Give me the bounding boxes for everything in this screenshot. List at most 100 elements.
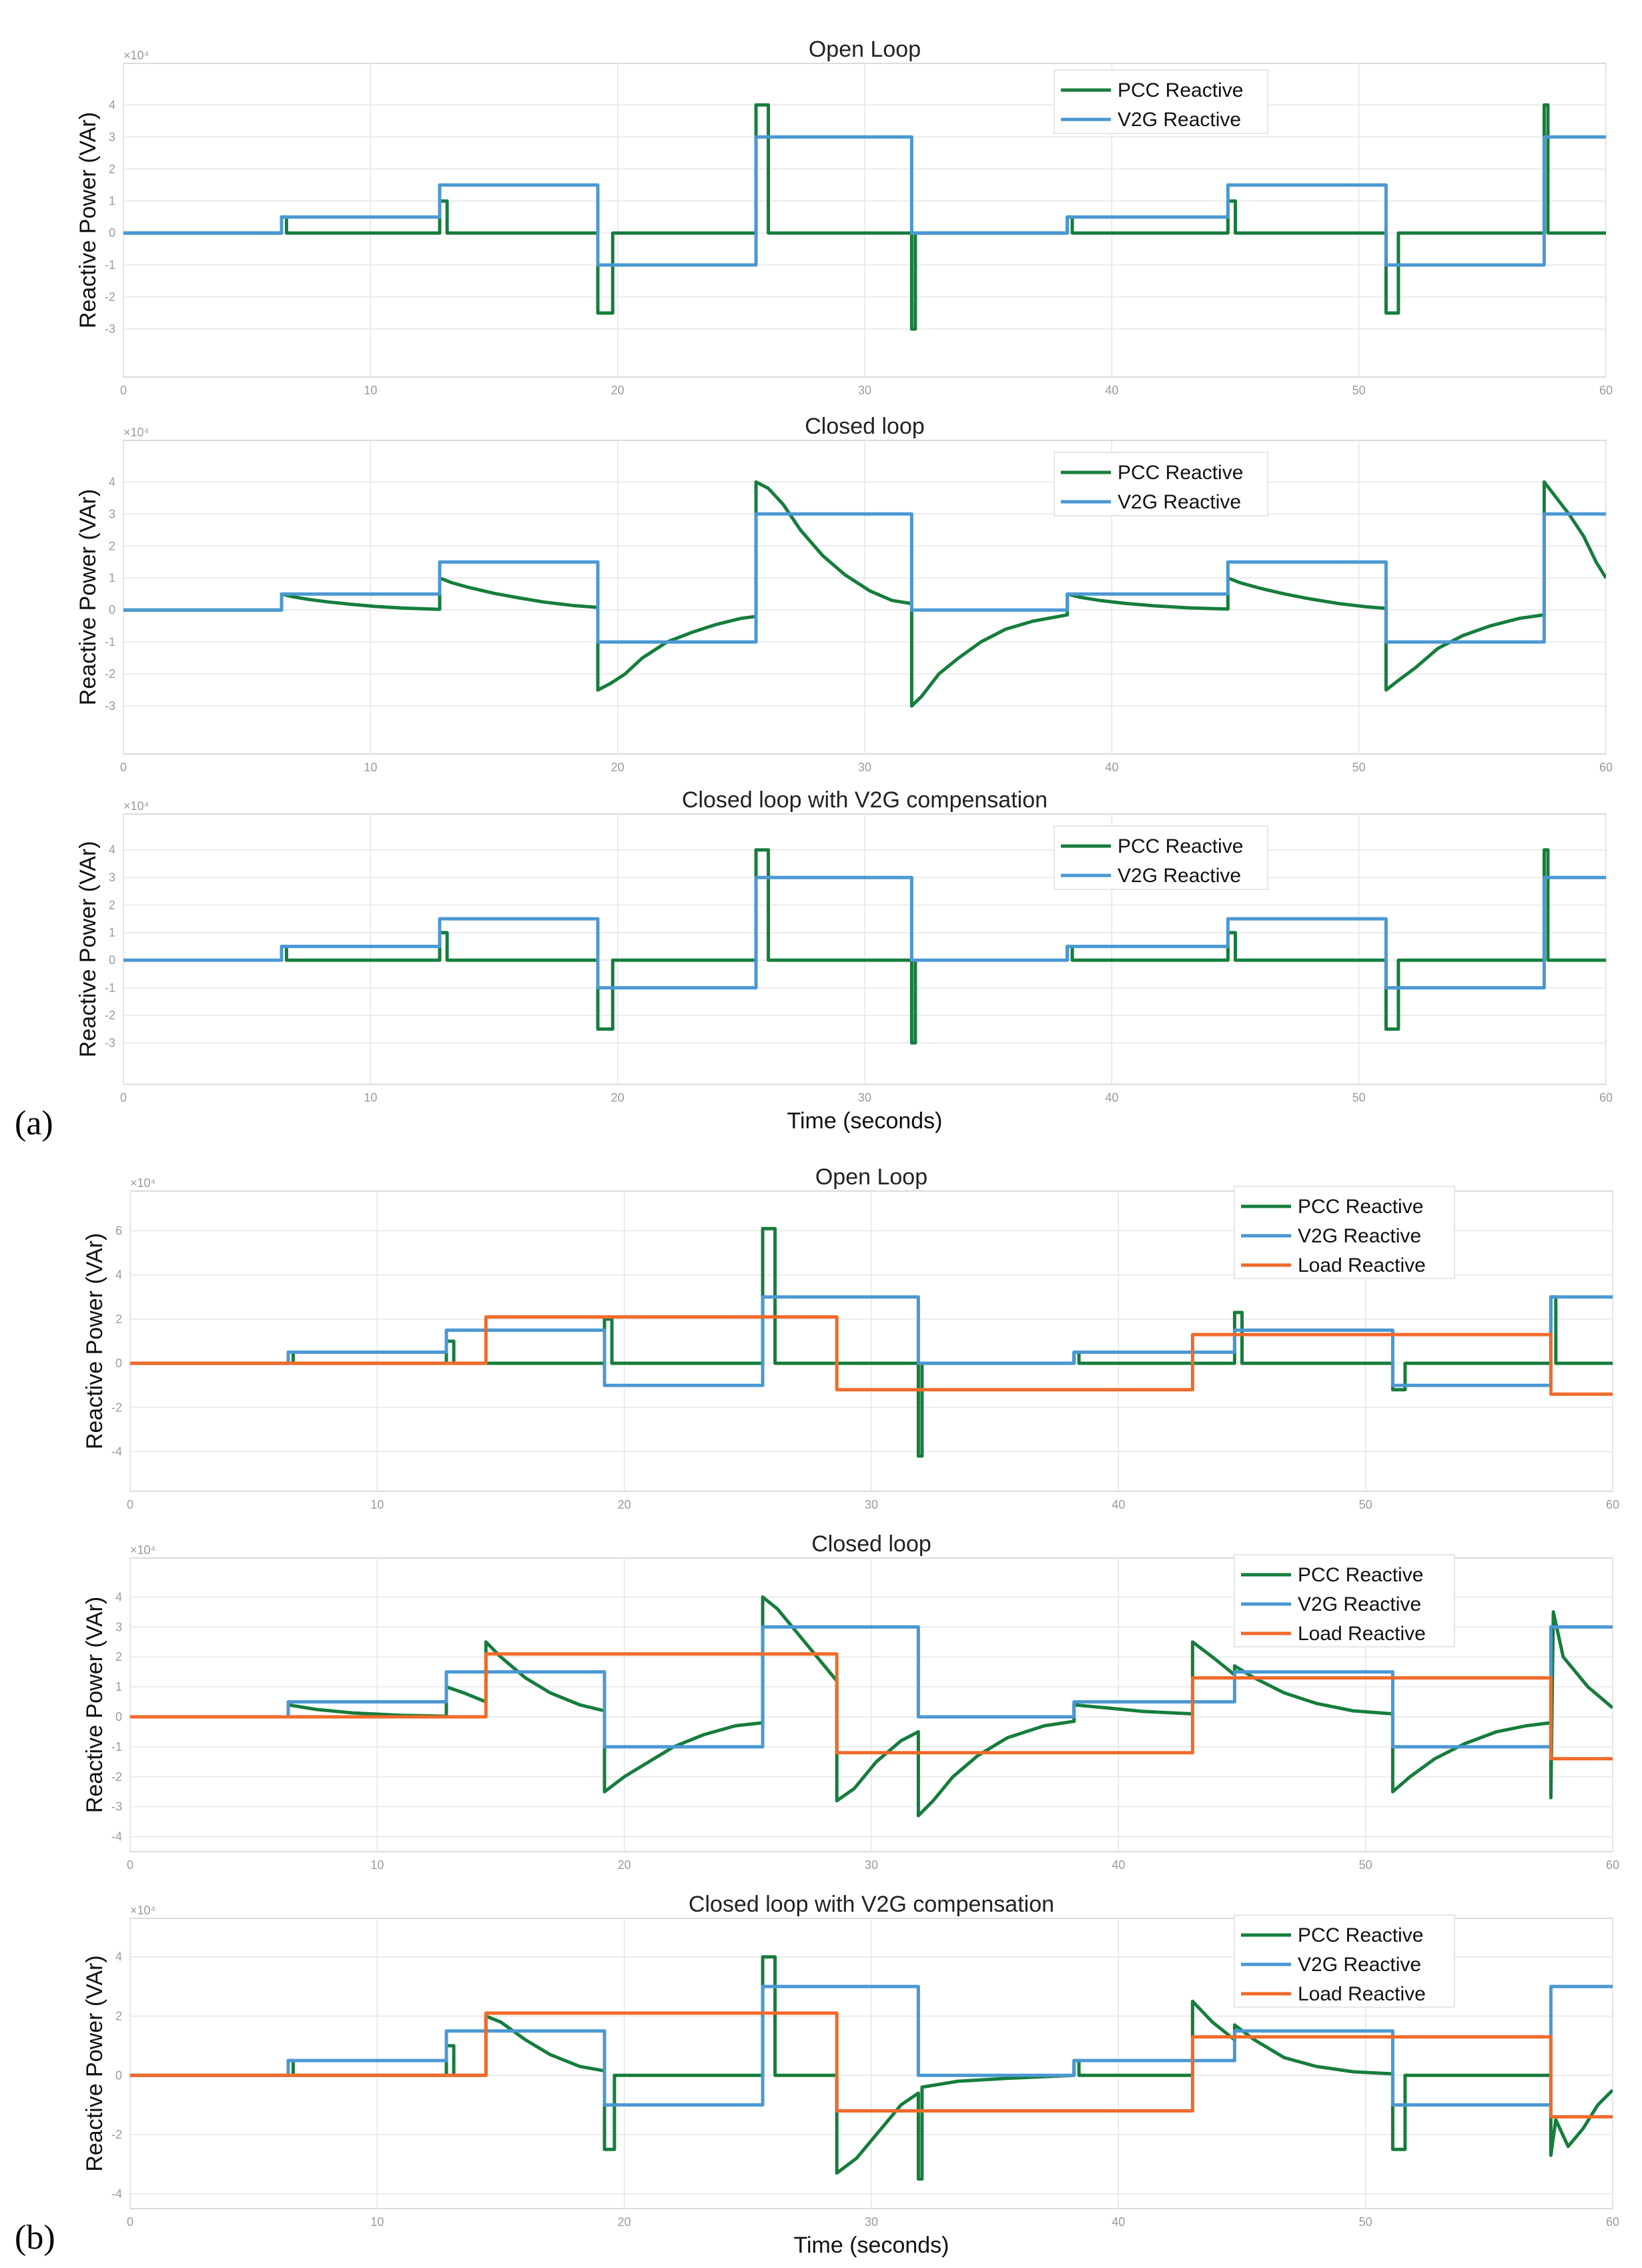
x-tick-label: 30 [858, 384, 871, 397]
y-tick-label: 3 [109, 871, 115, 884]
x-tick-label: 40 [1105, 1091, 1118, 1104]
series-line-v2g-reactive [123, 875, 1606, 990]
y-tick-label: 6 [115, 1224, 122, 1238]
x-tick-label: 50 [1352, 1091, 1366, 1104]
chart-title: Open Loop [809, 37, 921, 62]
panel-label-b: (b) [15, 2219, 55, 2257]
legend-entry: PCC Reactive [1118, 835, 1243, 857]
series-line-pcc-reactive [130, 1595, 1613, 1818]
legend-box [1234, 1186, 1455, 1279]
series-line-v2g-reactive [123, 135, 1606, 267]
series-line-pcc-reactive [123, 480, 1606, 708]
chart-title: Closed loop [805, 414, 925, 439]
y-exponent-label: ×10⁴ [123, 49, 149, 62]
x-tick-label: 60 [1599, 761, 1613, 774]
chart-a1: 0 10 20 30 40 50 60 -3 -2 -1 0 1 2 3 4 ×10⁴ Open Loop Rea… [75, 37, 1613, 397]
legend-entry: V2G Reactive [1118, 865, 1241, 887]
series-line-v2g-reactive [130, 1625, 1613, 1749]
x-tick-label: 10 [370, 1498, 384, 1511]
x-tick-label: 40 [1105, 761, 1118, 774]
chart-title: Closed loop [811, 1531, 931, 1557]
y-tick-label: 4 [109, 98, 115, 111]
x-tick-label: 50 [1352, 761, 1366, 774]
y-tick-label: 0 [109, 603, 115, 617]
series-line-v2g-reactive [130, 1984, 1613, 2107]
x-axis-label: Time (seconds) [787, 1108, 942, 1134]
y-axis-label: Reactive Power (VAr) [75, 489, 101, 705]
y-tick-label: -2 [111, 1401, 122, 1414]
panel-label-a: (a) [15, 1104, 53, 1142]
x-tick-label: 60 [1606, 1498, 1619, 1511]
chart-b1: 0 10 20 30 40 50 60 -4 -2 0 2 4 6 ×10⁴ Open Loop Reacti… [82, 1164, 1619, 1511]
legend-entry: Load Reactive [1298, 1254, 1426, 1276]
y-tick-label: 2 [109, 162, 115, 175]
y-tick-label: -2 [105, 1009, 115, 1022]
y-tick-label: 0 [109, 954, 115, 967]
x-tick-label: 20 [611, 1091, 625, 1104]
y-tick-label: 4 [115, 1268, 122, 1282]
x-tick-label: 30 [865, 1498, 878, 1511]
legend-box [1054, 69, 1268, 134]
y-tick-label: -3 [105, 699, 115, 713]
x-tick-label: 40 [1105, 384, 1118, 397]
y-tick-label: 1 [109, 926, 115, 939]
y-tick-label: 2 [115, 1650, 122, 1663]
y-tick-label: 0 [115, 1710, 122, 1724]
y-tick-label: 2 [115, 1312, 122, 1326]
series-line-load-reactive [130, 1652, 1613, 1761]
x-tick-label: 10 [364, 1091, 377, 1104]
chart-title: Closed loop with V2G compensation [689, 1892, 1054, 1917]
y-tick-label: 0 [115, 1357, 122, 1370]
x-tick-label: 20 [611, 384, 625, 397]
y-tick-label: -4 [111, 1830, 122, 1844]
legend-box [1234, 1914, 1455, 2008]
series-line-v2g-reactive [130, 1295, 1613, 1387]
legend-entry: PCC Reactive [1298, 1924, 1423, 1946]
y-exponent-label: ×10⁴ [123, 799, 149, 813]
x-tick-label: 40 [1112, 2215, 1125, 2229]
y-axis-label: Reactive Power (VAr) [75, 112, 101, 328]
y-tick-label: 4 [109, 475, 115, 488]
x-tick-label: 0 [127, 1498, 133, 1511]
y-tick-label: -2 [105, 667, 115, 681]
y-tick-label: 4 [115, 1590, 122, 1603]
chart-b3: 0 10 20 30 40 50 60 -4 -2 0 2 4 ×10⁴ Closed loop with… [82, 1892, 1619, 2258]
x-tick-label: 0 [120, 761, 127, 774]
y-tick-label: 0 [115, 2068, 122, 2082]
x-tick-label: 60 [1606, 1858, 1619, 1872]
x-tick-label: 10 [364, 384, 377, 397]
x-axis-label: Time (seconds) [793, 2233, 949, 2258]
x-tick-label: 20 [611, 761, 625, 774]
legend-entry: Load Reactive [1298, 1983, 1426, 2005]
y-exponent-label: ×10⁴ [130, 1543, 155, 1557]
legend-entry: V2G Reactive [1118, 491, 1241, 513]
y-axis-label: Reactive Power (VAr) [82, 1597, 107, 1813]
y-tick-label: -1 [105, 981, 115, 994]
x-tick-label: 30 [865, 1858, 878, 1872]
series-line-v2g-reactive [123, 512, 1606, 644]
legend-entry: PCC Reactive [1298, 1196, 1423, 1218]
chart-a3: 0 10 20 30 40 50 60 -3 -2 -1 0 1 2 3 4 ×10⁴ Closed loop … [75, 787, 1613, 1134]
x-tick-label: 60 [1599, 384, 1613, 397]
y-tick-label: -2 [111, 1770, 122, 1784]
x-tick-label: 20 [618, 1498, 631, 1511]
chart-b2: 0 10 20 30 40 50 60 -4 -3 -2 -1 0 1 2 3 4 ×10⁴ Closed loo… [82, 1531, 1619, 1872]
y-tick-label: 2 [109, 898, 115, 911]
legend-entry: V2G Reactive [1298, 1225, 1421, 1247]
legend-entry: PCC Reactive [1298, 1564, 1423, 1586]
legend-entry: PCC Reactive [1118, 462, 1243, 484]
y-tick-label: -4 [111, 1445, 122, 1458]
x-tick-label: 10 [364, 761, 377, 774]
chart-title: Open Loop [815, 1164, 927, 1190]
y-tick-label: 1 [115, 1680, 122, 1693]
y-exponent-label: ×10⁴ [130, 1904, 155, 1917]
y-axis-label: Reactive Power (VAr) [82, 1955, 107, 2171]
y-tick-label: -2 [105, 290, 115, 304]
y-tick-label: -3 [111, 1800, 122, 1814]
series-line-load-reactive [130, 1315, 1613, 1396]
x-tick-label: 50 [1359, 1858, 1372, 1872]
x-tick-label: 0 [127, 1858, 133, 1872]
y-exponent-label: ×10⁴ [130, 1176, 155, 1190]
x-tick-label: 30 [858, 761, 871, 774]
